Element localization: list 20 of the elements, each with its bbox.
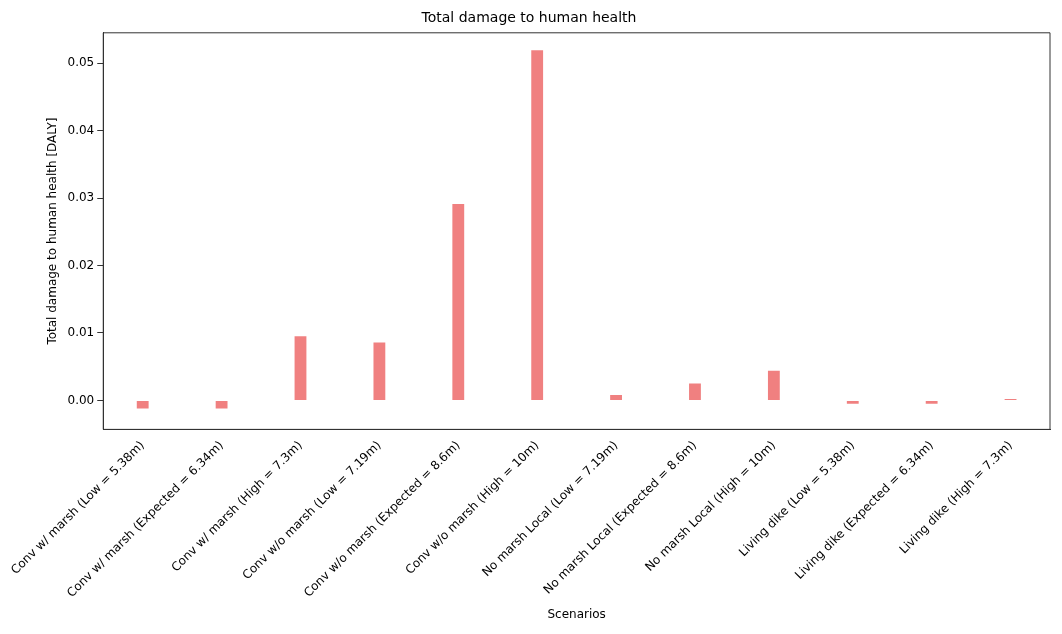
bar: [846, 400, 859, 404]
bar: [925, 400, 938, 404]
y-tick-label: 0.01: [67, 325, 95, 340]
bar: [294, 336, 307, 400]
bar: [373, 342, 386, 400]
bar: [767, 370, 780, 400]
y-tick-label: 0.03: [67, 190, 95, 205]
bar: [531, 50, 544, 400]
y-axis-title: Total damage to human health [DALY]: [45, 117, 60, 346]
y-tick-label: 0.02: [67, 257, 95, 272]
bar: [136, 400, 149, 409]
y-tick-label: 0.00: [67, 392, 95, 407]
bar: [610, 394, 622, 400]
bar: [689, 383, 701, 400]
y-tick-label: 0.05: [67, 55, 95, 70]
bar: [215, 400, 228, 409]
bar: [452, 204, 465, 400]
y-tick-label: 0.04: [67, 122, 95, 137]
x-axis-title: Scenarios: [547, 606, 606, 621]
chart-title: Total damage to human health: [420, 9, 637, 26]
